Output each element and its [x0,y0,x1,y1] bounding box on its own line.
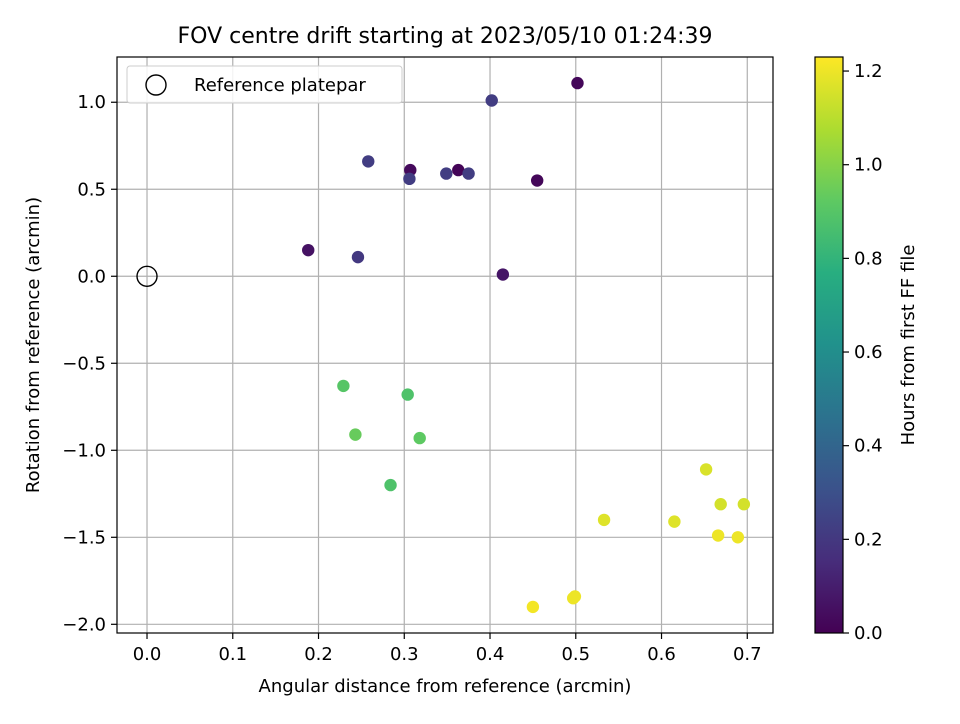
data-point [440,167,453,180]
colorbar-tick-label: 0.2 [854,529,883,550]
colorbar-tick-label: 0.4 [854,436,883,457]
data-point [413,431,426,445]
data-point [302,243,315,257]
data-point [597,513,611,527]
legend-box [126,65,403,104]
data-point [526,600,540,614]
x-tick-label: 0.4 [476,644,505,665]
reference-point [136,265,158,287]
data-point [351,250,365,264]
y-tick-label: −0.5 [62,353,106,374]
data-point [731,531,745,544]
y-axis-label: Rotation from reference (arcmin) [23,197,44,493]
y-tick-label: 0.5 [77,179,106,200]
data-point [530,174,544,187]
colorbar-tick-label: 1.2 [854,61,883,82]
plot-area-frame [116,56,774,634]
data-point [485,94,498,107]
colorbar-label: Hours from first FF file [898,245,919,446]
data-point [462,167,475,180]
data-point [337,379,350,393]
y-tick-label: 1.0 [77,92,106,113]
scatter-points [302,76,751,614]
data-point [568,590,582,603]
x-tick-label: 0.7 [733,644,762,665]
data-point [699,463,713,476]
grid-lines [117,57,773,633]
x-axis-ticks: 0.0 0.1 0.2 0.3 0.4 0.5 0.6 0.7 [133,633,762,665]
y-tick-label: −1.0 [62,440,106,461]
data-point [668,515,681,528]
y-tick-label: 0.0 [77,266,106,287]
x-axis-label: Angular distance from reference (arcmin) [259,676,632,697]
data-point [571,76,584,90]
data-point [362,155,375,168]
x-tick-label: 0.5 [561,644,590,665]
colorbar-tick-label: 0.8 [854,248,883,269]
colorbar-tick-label: 1.0 [854,155,883,176]
colorbar [814,56,844,634]
x-tick-label: 0.3 [390,644,419,665]
legend-label: Reference platepar [194,75,366,96]
x-tick-label: 0.1 [218,644,247,665]
x-tick-label: 0.2 [304,644,333,665]
y-tick-label: −1.5 [62,527,106,548]
chart-title: FOV centre drift starting at 2023/05/10 … [178,24,713,49]
data-point [737,498,751,511]
data-point [496,268,510,281]
legend: Reference platepar [126,65,403,104]
y-tick-label: −2.0 [62,614,106,635]
reference-marker [136,265,158,287]
data-point [349,428,362,441]
x-tick-label: 0.0 [133,644,162,665]
colorbar-tick-label: 0.0 [854,623,883,644]
data-point [714,498,727,511]
x-tick-label: 0.6 [647,644,676,665]
y-axis-ticks: 1.0 0.5 0.0 −0.5 −1.0 −1.5 −2.0 [62,92,117,635]
data-point [401,388,414,401]
data-point [452,163,465,177]
colorbar-ticks: 0.0 0.2 0.4 0.6 0.8 1.0 1.2 [843,61,883,644]
legend-marker-icon [145,74,167,96]
data-point [384,478,397,492]
data-point [711,529,725,542]
colorbar-tick-label: 0.6 [854,342,883,363]
data-point [403,172,416,186]
